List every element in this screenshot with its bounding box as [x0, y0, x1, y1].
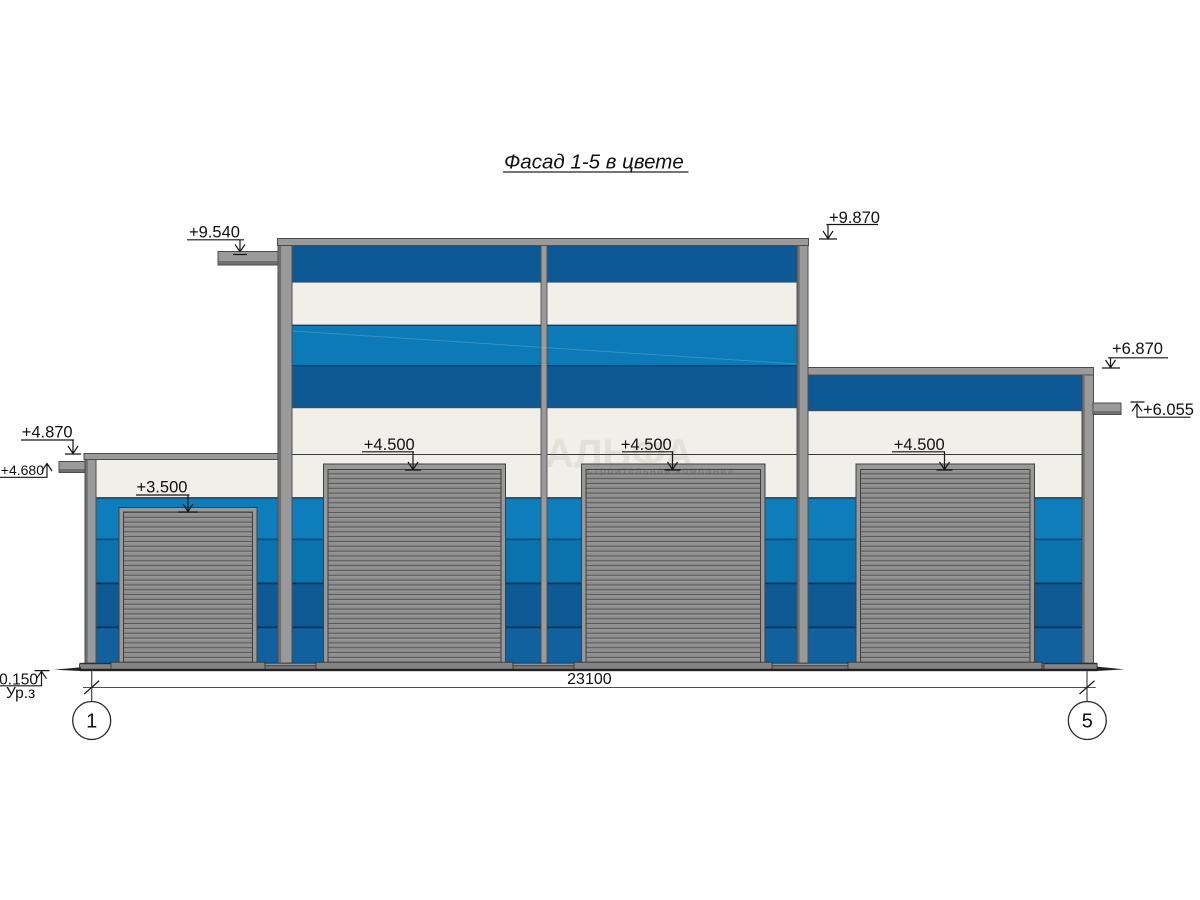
svg-text:АЛЬФА: АЛЬФА	[545, 432, 693, 476]
svg-text:Фасад 1-5 в цвете: Фасад 1-5 в цвете	[504, 150, 684, 173]
svg-text:+4.500: +4.500	[364, 436, 415, 454]
svg-text:1: 1	[86, 711, 97, 733]
svg-text:5: 5	[1082, 711, 1093, 733]
svg-text:+4.680: +4.680	[1, 462, 44, 478]
svg-text:Ур.з: Ур.з	[6, 685, 35, 702]
svg-text:+3.500: +3.500	[137, 479, 188, 497]
svg-text:-0.150: -0.150	[0, 671, 38, 688]
svg-text:+4.500: +4.500	[621, 436, 672, 454]
svg-text:+6.870: +6.870	[1112, 340, 1163, 358]
svg-text:+9.870: +9.870	[829, 209, 880, 227]
svg-text:23100: 23100	[567, 671, 612, 688]
svg-text:+4.870: +4.870	[22, 424, 73, 442]
svg-text:+6.055: +6.055	[1143, 401, 1194, 419]
svg-text:+4.500: +4.500	[894, 436, 945, 454]
svg-text:+9.540: +9.540	[189, 223, 240, 241]
svg-text:строительная компания: строительная компания	[587, 465, 735, 477]
